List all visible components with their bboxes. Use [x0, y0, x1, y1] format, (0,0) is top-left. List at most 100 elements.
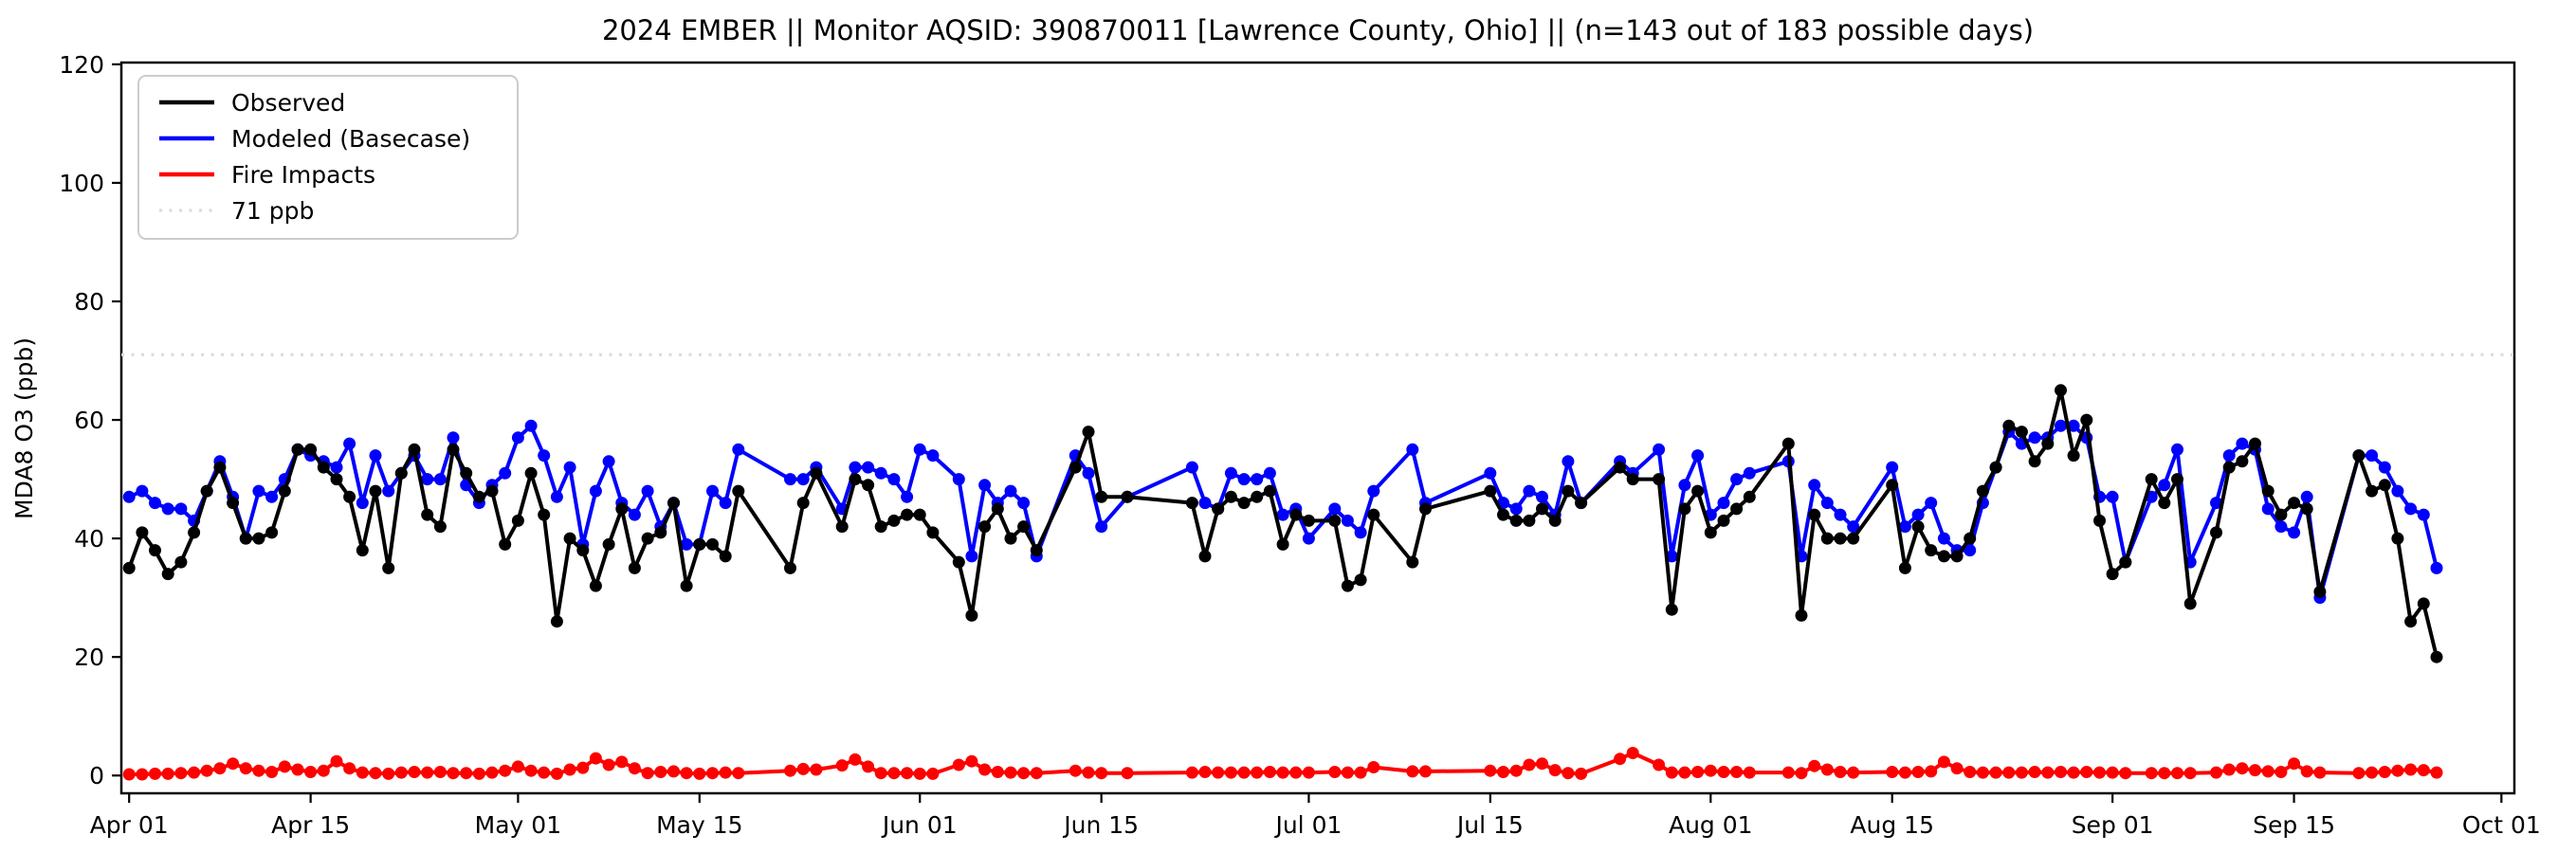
series-modeled-basecase-marker — [641, 484, 654, 498]
series-observed-marker — [1212, 502, 1225, 516]
series-observed-marker — [1328, 514, 1342, 527]
series-fire-impacts-marker — [1497, 766, 1509, 778]
legend-label: Fire Impacts — [231, 161, 375, 189]
series-observed-marker — [615, 502, 629, 516]
series-fire-impacts-marker — [719, 766, 732, 779]
series-fire-impacts-marker — [1251, 766, 1264, 779]
series-observed-marker — [2366, 484, 2379, 498]
series-layer — [122, 384, 2443, 781]
series-observed-marker — [2145, 473, 2158, 486]
x-tick-label: Aug 15 — [1850, 811, 1934, 839]
series-observed-marker — [1808, 508, 1821, 521]
series-observed-marker — [524, 466, 538, 480]
series-observed-marker — [1302, 514, 1315, 527]
series-observed-marker — [1575, 497, 1588, 510]
series-modeled-basecase-marker — [1484, 466, 1497, 480]
series-modeled-basecase-marker — [369, 449, 382, 463]
series-modeled-basecase-marker — [1251, 473, 1264, 486]
series-modeled-basecase-marker — [161, 502, 174, 516]
x-tick-label: Apr 15 — [271, 811, 350, 839]
y-tick-label: 20 — [74, 644, 104, 671]
series-fire-impacts-marker — [2391, 764, 2404, 777]
series-modeled-basecase-marker — [2275, 520, 2288, 534]
series-observed-marker — [1626, 473, 1639, 486]
series-fire-impacts-marker — [2417, 764, 2430, 777]
series-modeled-basecase-marker — [2236, 437, 2249, 450]
series-fire-impacts-marker — [2171, 767, 2183, 780]
series-observed-marker — [1237, 497, 1251, 510]
series-modeled-basecase-marker — [2210, 497, 2222, 510]
series-modeled-basecase-marker — [1847, 520, 1860, 534]
series-fire-impacts-marker — [589, 752, 602, 765]
x-tick-label: May 01 — [475, 811, 561, 839]
series-observed-marker — [278, 484, 291, 498]
x-tick-label: Jul 15 — [1455, 811, 1524, 839]
plot-border — [119, 61, 2516, 795]
series-observed-marker — [2055, 384, 2067, 397]
series-fire-impacts-marker — [538, 766, 551, 779]
series-fire-impacts-marker — [1406, 765, 1419, 778]
series-fire-impacts-marker — [706, 767, 719, 780]
series-fire-impacts-marker — [849, 753, 862, 766]
series-observed-marker — [408, 443, 421, 456]
series-fire-impacts-marker — [239, 762, 252, 775]
series-observed-marker — [149, 544, 161, 557]
series-modeled-basecase-marker — [952, 473, 965, 486]
series-modeled-basecase-marker — [1743, 466, 1756, 480]
series-modeled-basecase — [122, 419, 2443, 605]
series-fire-impacts-marker — [1653, 758, 1666, 771]
series-observed-marker — [1665, 603, 1678, 616]
series-fire-impacts-marker — [1781, 766, 1795, 779]
series-fire-impacts-marker — [952, 758, 965, 771]
series-modeled-basecase-marker — [499, 466, 512, 480]
series-fire-impacts-marker — [1678, 766, 1691, 779]
series-fire-impacts-marker — [602, 758, 615, 771]
series-fire-impacts-marker — [1575, 767, 1588, 780]
series-observed-marker — [913, 508, 926, 521]
series-observed-marker — [732, 484, 745, 498]
series-observed-marker — [1964, 532, 1977, 545]
series-observed-marker — [1691, 484, 1705, 498]
series-modeled-basecase-marker — [1302, 532, 1315, 545]
series-fire-impacts-marker — [1989, 766, 2002, 779]
series-observed-marker — [460, 466, 473, 480]
series-observed-marker — [1834, 532, 1847, 545]
series-fire-impacts-marker — [524, 764, 538, 777]
series-fire-impacts-marker — [1121, 767, 1134, 780]
series-observed-line — [127, 388, 2439, 658]
series-observed-marker — [2391, 532, 2404, 545]
series-modeled-basecase-marker — [849, 461, 862, 474]
series-modeled-basecase-marker — [1886, 461, 1899, 474]
legend-label: Observed — [231, 89, 345, 117]
series-observed-marker — [1509, 514, 1523, 527]
series-fire-impacts-marker — [1484, 764, 1497, 777]
series-observed-marker — [1950, 550, 1964, 563]
series-fire-impacts-marker — [1302, 766, 1315, 779]
series-modeled-basecase-marker — [1263, 466, 1276, 480]
series-observed-marker — [538, 508, 551, 521]
series-observed-marker — [2080, 413, 2093, 426]
series-fire-impacts-marker — [978, 763, 992, 776]
series-modeled-basecase-marker — [1004, 484, 1017, 498]
series-fire-impacts-marker — [174, 767, 188, 780]
series-modeled-basecase-marker — [1082, 466, 1095, 480]
series-observed-marker — [2119, 555, 2132, 569]
series-fire-impacts-marker — [693, 767, 706, 780]
series-observed — [122, 384, 2443, 663]
series-observed-marker — [291, 443, 304, 456]
series-fire-impacts-marker — [252, 764, 265, 777]
series-observed-marker — [2300, 502, 2313, 516]
series-observed-marker — [1185, 497, 1198, 510]
series-observed-marker — [1886, 479, 1899, 492]
series-observed-marker — [602, 537, 615, 551]
series-fire-impacts-marker — [149, 767, 161, 780]
series-modeled-basecase-marker — [2067, 419, 2080, 432]
series-modeled-basecase-marker — [719, 497, 732, 510]
series-observed-marker — [2430, 650, 2443, 663]
series-modeled-basecase-marker — [136, 484, 149, 498]
x-tick-label: Oct 01 — [2462, 811, 2541, 839]
series-observed-marker — [2288, 497, 2301, 510]
series-observed-marker — [213, 461, 227, 474]
series-fire-impacts-marker — [2366, 766, 2379, 779]
